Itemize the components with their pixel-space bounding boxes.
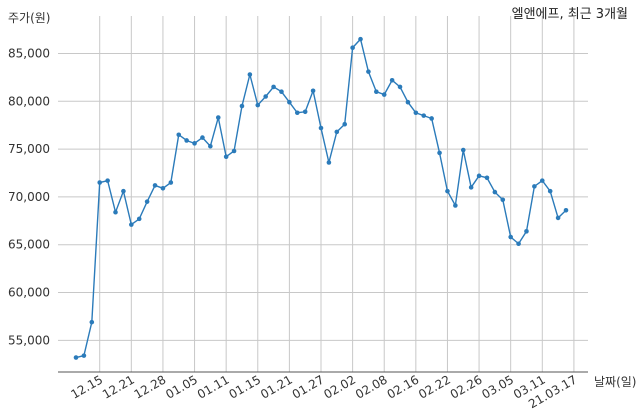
chart-title: 엘앤에프, 최근 3개월 — [512, 7, 628, 22]
data-point — [397, 84, 403, 90]
data-point — [231, 148, 237, 154]
x-tick-label: 12.21 — [100, 372, 137, 401]
data-point — [160, 185, 166, 191]
y-axis-ticks: 55,000 60,000 65,000 70,000 75,000 80,000 85,0… — [8, 46, 50, 347]
data-point — [532, 184, 537, 189]
data-point — [342, 121, 348, 127]
data-point — [152, 183, 158, 188]
data-point — [129, 222, 134, 227]
data-point — [547, 188, 553, 194]
x-tick-label: 01.15 — [227, 372, 264, 401]
data-point — [255, 102, 261, 108]
data-point — [453, 203, 458, 208]
data-point — [516, 241, 521, 247]
x-tick-label: 02.02 — [321, 372, 358, 401]
y-tick-label: 70,000 — [8, 190, 50, 204]
data-point — [89, 319, 95, 325]
data-point — [97, 180, 103, 185]
data-point — [136, 216, 142, 222]
data-point — [539, 178, 545, 183]
data-point — [358, 36, 363, 42]
data-point — [287, 99, 292, 105]
x-tick-label: 12.28 — [132, 372, 169, 401]
x-tick-label: 02.22 — [416, 372, 453, 401]
y-tick-label: 55,000 — [8, 333, 50, 347]
x-tick-label: 03.05 — [479, 372, 516, 401]
x-axis-title: 날짜(일) — [594, 375, 636, 389]
data-point — [176, 132, 182, 138]
data-point — [271, 84, 276, 90]
data-point — [73, 355, 79, 360]
data-point — [508, 234, 513, 240]
data-point — [421, 113, 427, 118]
data-point — [208, 143, 213, 149]
data-point — [366, 69, 371, 74]
data-point — [484, 175, 490, 181]
data-point — [460, 147, 466, 153]
data-point — [413, 110, 419, 116]
data-point — [318, 125, 324, 131]
x-tick-label: 02.16 — [385, 372, 422, 401]
price-series-markers — [73, 36, 569, 360]
data-point — [223, 154, 229, 160]
data-point — [168, 180, 174, 185]
data-point — [563, 207, 569, 213]
x-tick-label: 01.21 — [258, 372, 295, 401]
data-point — [310, 88, 316, 94]
data-point — [350, 45, 355, 51]
data-point — [184, 138, 189, 143]
x-axis-ticks: 12.1512.2112.2801.0501.1101.1501.2101.27… — [68, 372, 579, 411]
data-point — [429, 116, 434, 121]
data-point — [113, 209, 118, 215]
y-tick-label: 80,000 — [8, 94, 50, 108]
data-point — [263, 94, 268, 99]
data-point — [334, 129, 340, 135]
data-point — [247, 72, 253, 77]
data-point — [476, 173, 482, 179]
data-point — [294, 110, 300, 116]
data-point — [405, 99, 411, 105]
data-point — [445, 188, 450, 194]
x-tick-label: 12.15 — [68, 372, 105, 401]
data-point — [524, 229, 529, 234]
data-point — [302, 109, 308, 115]
data-point — [492, 189, 498, 195]
y-tick-label: 65,000 — [8, 238, 50, 252]
data-point — [437, 150, 442, 156]
grid — [58, 16, 588, 372]
data-point — [192, 141, 197, 146]
x-tick-label: 02.08 — [353, 372, 390, 401]
data-point — [381, 92, 387, 97]
x-tick-label: 01.27 — [290, 372, 327, 401]
x-tick-label: 01.11 — [195, 372, 232, 401]
y-tick-label: 75,000 — [8, 142, 50, 156]
data-point — [105, 178, 110, 183]
data-point — [555, 215, 561, 221]
data-point — [468, 185, 474, 190]
data-point — [215, 115, 221, 120]
data-point — [389, 77, 395, 83]
data-point — [500, 197, 506, 203]
data-point — [81, 353, 87, 358]
data-point — [279, 89, 284, 95]
data-point — [200, 135, 205, 140]
data-point — [326, 160, 332, 165]
x-tick-label: 02.26 — [448, 372, 485, 401]
data-point — [121, 188, 126, 194]
y-axis-title: 주가(원) — [8, 11, 50, 25]
x-tick-label: 01.05 — [163, 372, 200, 401]
y-tick-label: 60,000 — [8, 286, 50, 300]
data-point — [374, 89, 379, 95]
data-point — [239, 103, 245, 109]
y-tick-label: 85,000 — [8, 46, 50, 60]
data-point — [144, 199, 150, 204]
